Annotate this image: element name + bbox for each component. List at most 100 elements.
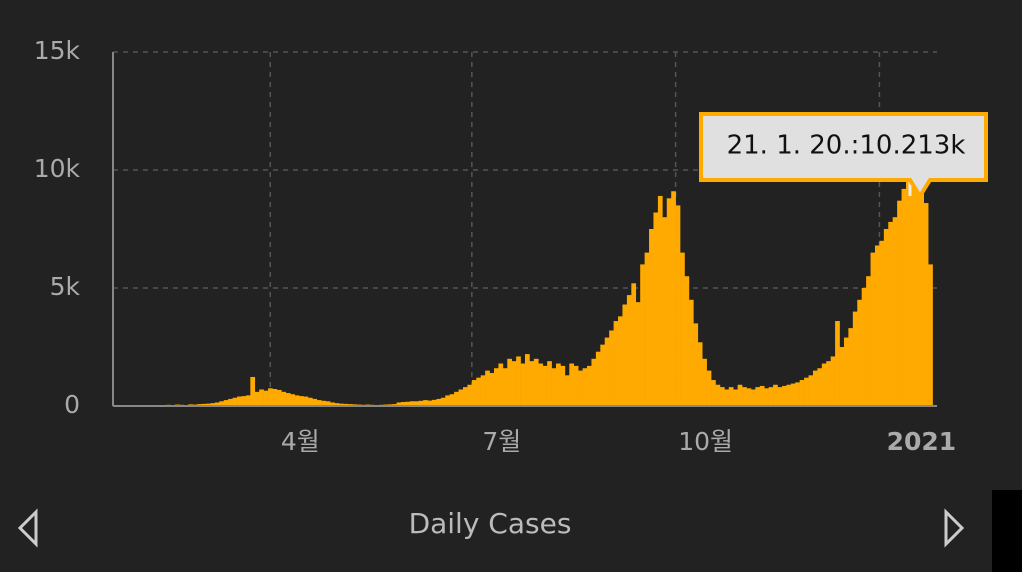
- bar: [454, 391, 459, 406]
- bar: [533, 358, 539, 406]
- bar: [299, 396, 304, 406]
- bar: [653, 212, 659, 406]
- bar: [414, 401, 419, 406]
- bar: [666, 198, 672, 406]
- bar: [476, 377, 481, 406]
- bar: [449, 394, 455, 406]
- bar: [201, 403, 207, 406]
- bar: [334, 403, 340, 406]
- bar: [613, 321, 619, 406]
- y-tick-label: 10k: [34, 154, 81, 183]
- next-button[interactable]: [944, 508, 965, 548]
- x-tick-label: 2021: [887, 427, 957, 456]
- bar: [866, 276, 871, 406]
- bar: [489, 372, 495, 406]
- bar: [719, 387, 725, 406]
- bar: [529, 361, 535, 406]
- bar: [897, 200, 902, 406]
- bar: [795, 382, 800, 406]
- bar: [826, 361, 831, 406]
- bar: [750, 389, 756, 406]
- bar: [786, 384, 792, 406]
- bar: [905, 179, 911, 406]
- bar: [507, 358, 513, 406]
- bar: [883, 229, 889, 406]
- bar: [790, 383, 796, 406]
- bar: [711, 380, 716, 406]
- bar: [582, 368, 588, 406]
- bar: [578, 370, 583, 406]
- bar: [245, 395, 251, 406]
- bar: [219, 401, 225, 406]
- bar: [321, 400, 326, 406]
- bar: [671, 191, 676, 406]
- bar: [396, 402, 402, 406]
- bar: [502, 368, 508, 406]
- bar: [281, 391, 287, 406]
- bar: [622, 304, 628, 406]
- bar: [817, 368, 823, 406]
- bar: [839, 347, 845, 406]
- bar: [861, 288, 867, 406]
- bar: [423, 400, 428, 406]
- x-tick-label: 4월: [281, 427, 320, 456]
- bar: [631, 283, 637, 406]
- bar: [675, 205, 681, 406]
- bar: [684, 276, 690, 406]
- bar: [928, 264, 933, 406]
- bar: [755, 387, 761, 406]
- bar: [290, 394, 295, 406]
- bar: [662, 217, 668, 406]
- bar: [214, 402, 220, 406]
- bar: [812, 370, 818, 406]
- prev-button[interactable]: [17, 508, 38, 548]
- bar: [542, 365, 548, 406]
- bar: [427, 400, 433, 406]
- bar: [600, 344, 606, 406]
- bar: [777, 387, 783, 406]
- bar: [556, 363, 561, 406]
- bar: [843, 337, 849, 406]
- bar: [657, 195, 663, 406]
- bar: [759, 385, 765, 406]
- tooltip: 21. 1. 20.:10.213k: [699, 112, 988, 200]
- bar: [591, 358, 597, 406]
- bar: [431, 399, 437, 406]
- bar: [746, 388, 752, 406]
- bar: [440, 397, 446, 406]
- bar: [511, 361, 517, 406]
- bar: [516, 356, 521, 406]
- bar: [848, 328, 854, 406]
- bar: [773, 384, 778, 406]
- x-tick-label: 10월: [678, 427, 733, 456]
- bar: [649, 229, 654, 406]
- bar: [879, 240, 885, 406]
- bar: [259, 389, 264, 406]
- tooltip-text: 21. 1. 20.:10.213k: [727, 131, 966, 161]
- bar: [560, 365, 566, 406]
- bar: [445, 395, 450, 406]
- bar: [892, 217, 898, 406]
- bar: [799, 380, 805, 406]
- bar: [728, 387, 734, 406]
- bar: [595, 351, 601, 406]
- y-tick-label: 0: [64, 390, 80, 419]
- bar: [206, 403, 211, 406]
- bar: [330, 402, 335, 406]
- bar: [914, 177, 920, 406]
- bar: [830, 356, 836, 406]
- bar: [312, 398, 318, 406]
- bar: [237, 396, 242, 406]
- bar: [804, 377, 809, 406]
- bar: [910, 172, 916, 406]
- bar: [294, 395, 300, 406]
- bar: [742, 387, 747, 406]
- bar: [272, 389, 278, 406]
- x-axis-title: Daily Cases: [409, 507, 572, 540]
- bar: [835, 321, 840, 406]
- bar: [228, 398, 233, 406]
- bar: [551, 368, 557, 406]
- bar: [919, 164, 925, 406]
- bar: [458, 389, 464, 406]
